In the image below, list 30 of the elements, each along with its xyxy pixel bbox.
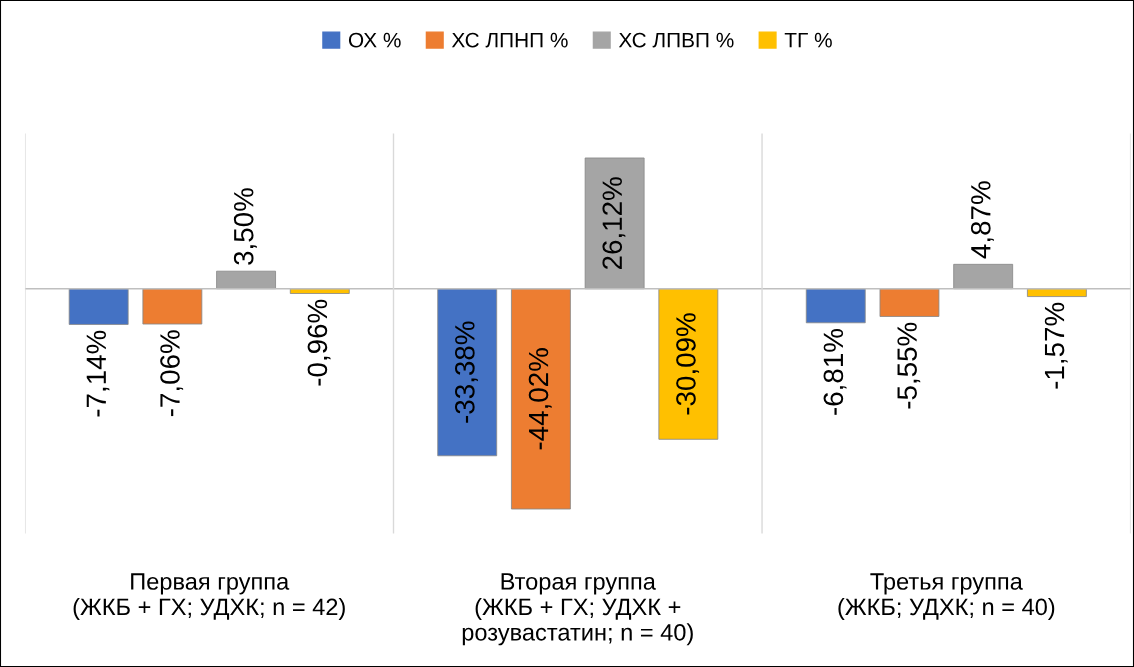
data-label: -6,81% (823, 329, 847, 415)
data-label: -1,57% (1044, 302, 1068, 389)
bar (216, 270, 276, 290)
data-label: 26,12% (602, 177, 626, 270)
bar (805, 288, 866, 324)
legend-label: ТГ % (784, 32, 832, 48)
x-tick-label: Третья группа (ЖКБ; УДХК; n = 40) (838, 573, 1055, 620)
data-label: -5,55% (897, 322, 921, 409)
legend-label: ХС ЛПНП % (451, 32, 568, 48)
bar (1026, 288, 1087, 297)
bar (953, 263, 1014, 290)
bar (437, 288, 498, 457)
data-label: 4,87% (970, 181, 994, 259)
data-label: 3,50% (233, 188, 257, 265)
data-label: -7,14% (86, 330, 110, 417)
bar (584, 157, 645, 290)
data-label: -33,38% (454, 321, 478, 423)
x-tick-label: Вторая группа (ЖКБ + ГХ; УДХК + розувастатин; n = 40) (462, 573, 693, 646)
bar (879, 288, 940, 317)
x-tick-label: Первая группа (ЖКБ + ГХ; УДХК; n = 42) (73, 573, 345, 620)
legend-label: ХС ЛПВП % (618, 32, 734, 48)
bar (142, 288, 203, 325)
data-label: -0,96% (307, 299, 331, 386)
legend-label: ОХ % (348, 32, 401, 48)
data-label: -30,09% (676, 313, 700, 415)
bar (68, 288, 129, 325)
bar (658, 288, 719, 440)
bar (511, 288, 571, 510)
data-label: -44,02% (528, 348, 552, 450)
data-label: -7,06% (160, 330, 184, 417)
